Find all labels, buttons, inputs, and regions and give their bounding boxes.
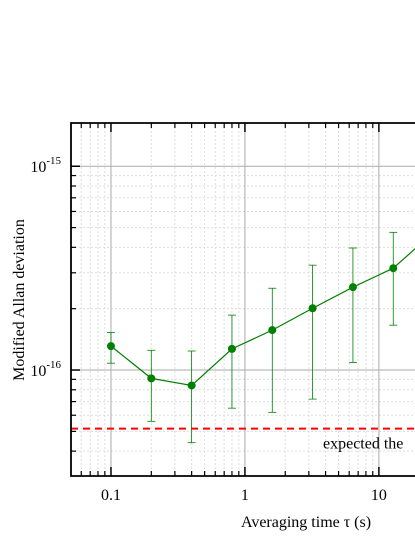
plot-area: expected the [71,231,415,453]
data-point [308,304,317,313]
data-point [268,326,277,335]
tick-exponent: -16 [46,359,61,371]
tick-base: 10 [30,363,46,380]
data-point [227,344,236,353]
reference-label: expected the [323,436,403,453]
tick-base: 10 [30,159,46,176]
y-tick-label: 10-16 [30,359,61,380]
x-tick-label: 0.1 [101,487,121,504]
data-point [389,264,398,273]
data-point [106,342,115,351]
x-tick-label: 1 [241,487,249,504]
data-point [187,381,196,390]
data-point [147,374,156,383]
grid [71,123,415,476]
axis-frame [70,122,415,477]
x-tick-label: 10 [371,487,387,504]
y-tick-label: 10-15 [30,155,61,176]
data-point [348,283,357,292]
x-axis-title: Averaging time τ (s) [241,514,371,531]
y-axis-title: Modified Allan deviation [11,219,28,381]
tick-exponent: -15 [46,155,61,167]
